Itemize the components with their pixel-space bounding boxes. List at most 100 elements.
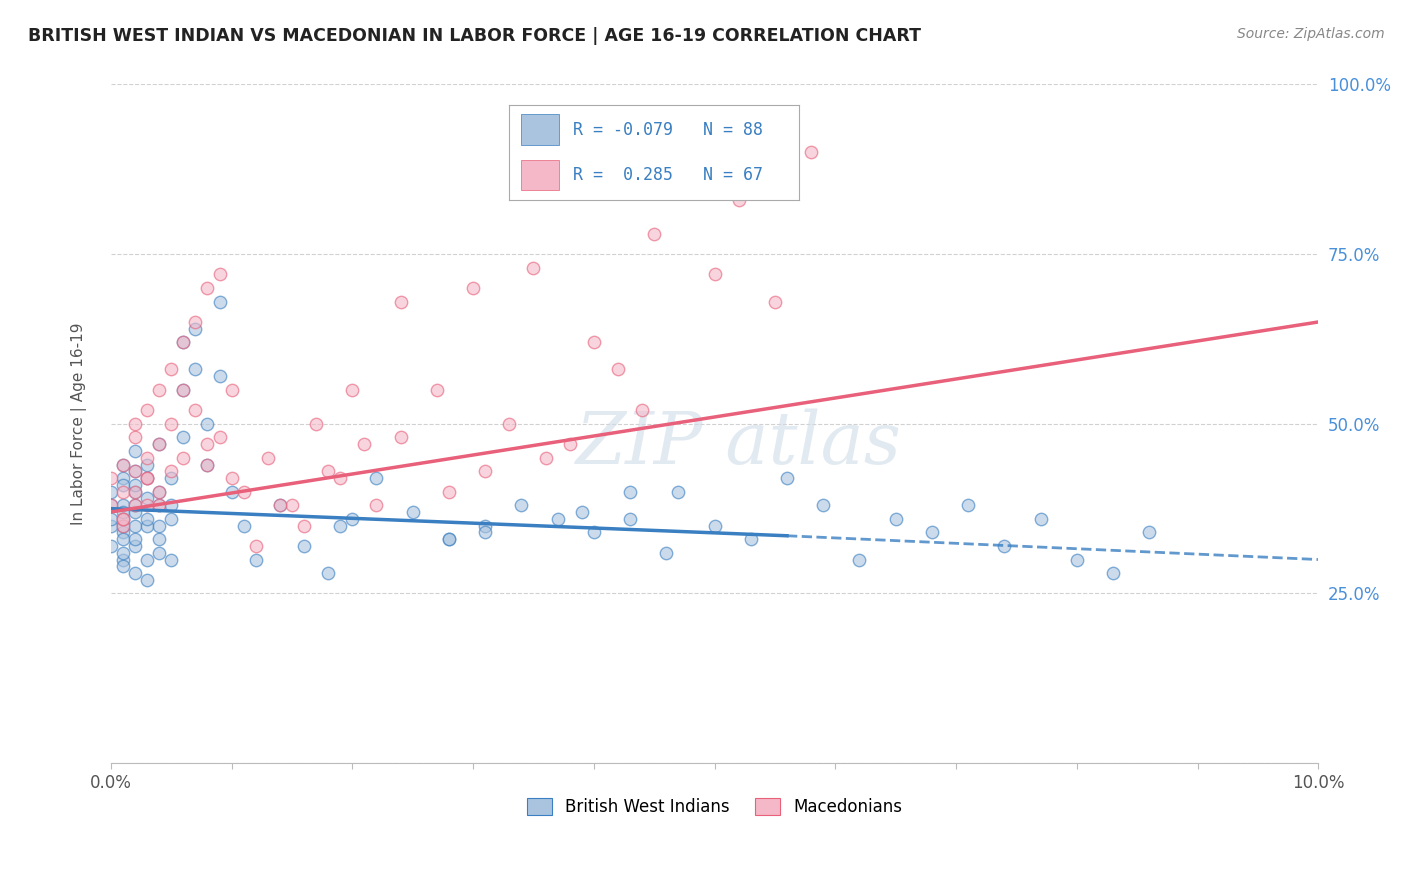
Point: [148, 383, 170, 397]
Point: [461, 281, 484, 295]
Point: [197, 417, 219, 431]
Point: [498, 417, 520, 431]
Point: [256, 450, 278, 465]
Point: [124, 478, 146, 492]
Point: [111, 518, 134, 533]
Point: [1029, 512, 1052, 526]
Point: [389, 430, 412, 444]
Point: [136, 403, 159, 417]
Point: [172, 383, 194, 397]
Text: Source: ZipAtlas.com: Source: ZipAtlas.com: [1237, 27, 1385, 41]
Text: BRITISH WEST INDIAN VS MACEDONIAN IN LABOR FORCE | AGE 16-19 CORRELATION CHART: BRITISH WEST INDIAN VS MACEDONIAN IN LAB…: [28, 27, 921, 45]
Point: [136, 450, 159, 465]
Point: [727, 193, 749, 207]
Point: [136, 471, 159, 485]
Point: [197, 458, 219, 472]
Point: [921, 525, 943, 540]
Point: [111, 512, 134, 526]
Point: [136, 552, 159, 566]
Point: [148, 437, 170, 451]
Point: [111, 458, 134, 472]
Point: [124, 464, 146, 478]
Point: [848, 552, 870, 566]
Point: [124, 484, 146, 499]
Point: [197, 458, 219, 472]
Point: [160, 471, 183, 485]
Point: [800, 145, 823, 160]
Point: [148, 484, 170, 499]
Point: [329, 518, 352, 533]
Point: [111, 518, 134, 533]
Point: [437, 532, 460, 546]
Point: [426, 383, 449, 397]
Point: [208, 430, 231, 444]
Point: [184, 403, 207, 417]
Point: [402, 505, 425, 519]
Point: [316, 566, 339, 580]
Point: [124, 498, 146, 512]
Point: [643, 227, 665, 241]
Point: [172, 430, 194, 444]
Point: [245, 552, 267, 566]
Point: [366, 498, 388, 512]
Point: [655, 546, 678, 560]
Point: [124, 498, 146, 512]
Point: [607, 362, 630, 376]
Point: [136, 573, 159, 587]
Point: [884, 512, 907, 526]
Legend: British West Indians, Macedonians: British West Indians, Macedonians: [520, 791, 908, 822]
Point: [993, 539, 1015, 553]
Point: [111, 532, 134, 546]
Point: [474, 464, 496, 478]
Point: [160, 498, 183, 512]
Point: [111, 471, 134, 485]
Point: [558, 437, 581, 451]
Point: [160, 417, 183, 431]
Point: [184, 315, 207, 329]
Text: ZIP atlas: ZIP atlas: [576, 409, 901, 479]
Point: [148, 532, 170, 546]
Point: [124, 532, 146, 546]
Point: [111, 484, 134, 499]
Point: [571, 505, 593, 519]
Point: [124, 464, 146, 478]
Point: [534, 450, 557, 465]
Point: [111, 458, 134, 472]
Point: [124, 566, 146, 580]
Point: [281, 498, 304, 512]
Point: [124, 484, 146, 499]
Point: [111, 525, 134, 540]
Point: [813, 498, 835, 512]
Point: [172, 450, 194, 465]
Point: [366, 471, 388, 485]
Point: [100, 498, 122, 512]
Point: [148, 546, 170, 560]
Point: [136, 491, 159, 506]
Point: [474, 525, 496, 540]
Point: [957, 498, 980, 512]
Point: [703, 518, 725, 533]
Point: [292, 539, 315, 553]
Point: [582, 525, 605, 540]
Y-axis label: In Labor Force | Age 16-19: In Labor Force | Age 16-19: [72, 323, 87, 525]
Point: [111, 498, 134, 512]
Point: [232, 518, 254, 533]
Point: [1102, 566, 1125, 580]
Point: [316, 464, 339, 478]
Point: [208, 294, 231, 309]
Point: [124, 539, 146, 553]
Point: [292, 518, 315, 533]
Point: [160, 512, 183, 526]
Point: [111, 546, 134, 560]
Point: [111, 512, 134, 526]
Point: [184, 362, 207, 376]
Point: [522, 260, 544, 275]
Point: [353, 437, 375, 451]
Point: [582, 335, 605, 350]
Point: [100, 512, 122, 526]
Point: [100, 518, 122, 533]
Point: [100, 498, 122, 512]
Point: [245, 539, 267, 553]
Point: [148, 437, 170, 451]
Point: [342, 512, 364, 526]
